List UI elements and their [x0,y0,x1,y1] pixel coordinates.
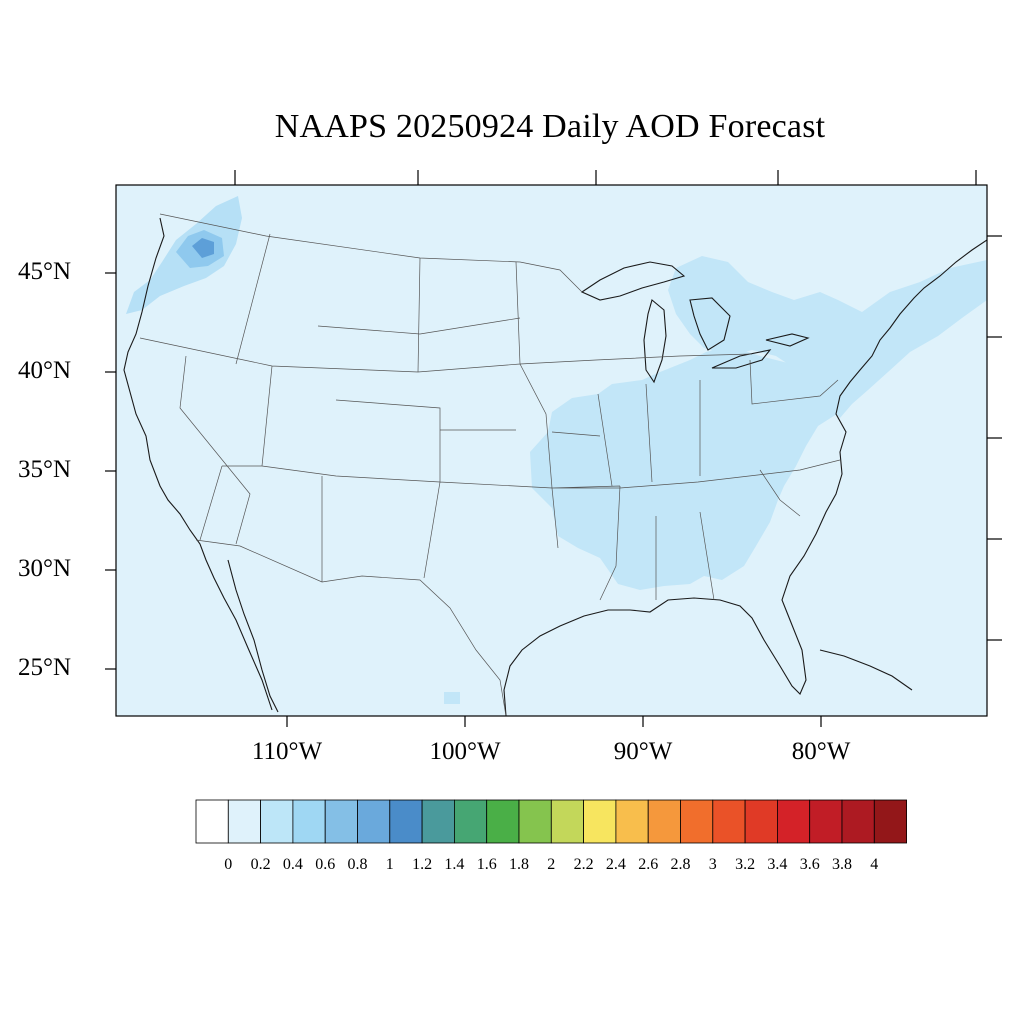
lat-label-25: 25°N [18,654,72,681]
caribbean-islands [819,649,913,691]
colorbar-label-11: 2.2 [573,856,594,873]
colorbar-box-13 [615,799,649,844]
colorbar [195,799,907,844]
aod-region-gulf-patch [444,692,460,704]
lake-erie [711,349,772,369]
colorbar-box-9 [486,799,520,844]
colorbar-label-8: 1.6 [476,856,497,873]
colorbar-box-12 [583,799,617,844]
colorbar-label-6: 1.2 [412,856,433,873]
colorbar-box-2 [260,799,294,844]
lon-label-90w: 90°W [613,738,673,765]
colorbar-box-20 [841,799,875,844]
colorbar-box-6 [389,799,423,844]
colorbar-box-11 [550,799,584,844]
lake-superior [580,261,686,301]
colorbar-box-4 [324,799,358,844]
aod-region-pnw-peak [192,238,214,258]
colorbar-label-9: 1.8 [509,856,529,873]
gulf-coastline [503,239,987,716]
baja-coastline [227,559,279,713]
colorbar-box-21 [873,799,907,844]
state-boundaries [139,213,841,716]
colorbar-label-7: 1.4 [444,856,465,873]
colorbar-box-18 [777,799,811,844]
lat-label-40: 40°N [18,357,72,384]
colorbar-label-18: 3.6 [799,856,820,873]
colorbar-box-7 [421,799,455,844]
west-coastline [123,217,273,711]
aod-region-northeast [668,256,987,418]
colorbar-label-1: 0.2 [250,856,271,873]
colorbar-label-10: 2 [547,856,556,873]
colorbar-label-20: 4 [870,856,879,873]
us-canada-border [159,213,583,293]
colorbar-box-16 [712,799,746,844]
colorbar-label-17: 3.4 [767,856,788,873]
us-mexico-border [195,539,507,716]
colorbar-label-2: 0.4 [282,856,303,873]
colorbar-box-8 [453,799,488,844]
colorbar-box-10 [518,799,552,844]
colorbar-box-19 [809,799,843,844]
lat-label-30: 30°N [18,555,72,582]
colorbar-label-13: 2.6 [638,856,659,873]
colorbar-label-14: 2.8 [670,856,691,873]
lon-label-110w: 110°W [251,738,323,765]
colorbar-label-16: 3.2 [735,856,756,873]
lat-label-35: 35°N [18,456,72,483]
map-frame [115,184,988,717]
aod-shading [126,196,987,704]
colorbar-label-12: 2.4 [605,856,626,873]
colorbar-box-5 [357,799,391,844]
colorbar-label-0: 0 [224,856,233,873]
lake-huron [689,297,731,351]
lon-label-80w: 80°W [791,738,851,765]
lake-ontario [765,333,810,347]
colorbar-box-15 [680,799,714,844]
colorbar-label-5: 1 [385,856,394,873]
colorbar-label-19: 3.8 [832,856,852,873]
colorbar-box-14 [647,799,681,844]
colorbar-label-3: 0.6 [315,856,336,873]
lake-michigan [643,299,667,384]
colorbar-label-15: 3 [708,856,717,873]
map-title: NAAPS 20250924 Daily AOD Forecast [274,108,826,145]
lat-label-45: 45°N [18,258,72,285]
coastlines [123,217,987,716]
colorbar-box-17 [744,799,778,844]
colorbar-box-0 [195,799,229,844]
lon-label-100w: 100°W [429,738,501,765]
colorbar-box-3 [292,799,326,844]
aod-region-mississippi-ohio [530,346,848,590]
colorbar-box-1 [227,799,262,844]
colorbar-label-4: 0.8 [347,856,368,873]
border-lines [139,233,841,601]
axis-ticks [105,170,1002,727]
